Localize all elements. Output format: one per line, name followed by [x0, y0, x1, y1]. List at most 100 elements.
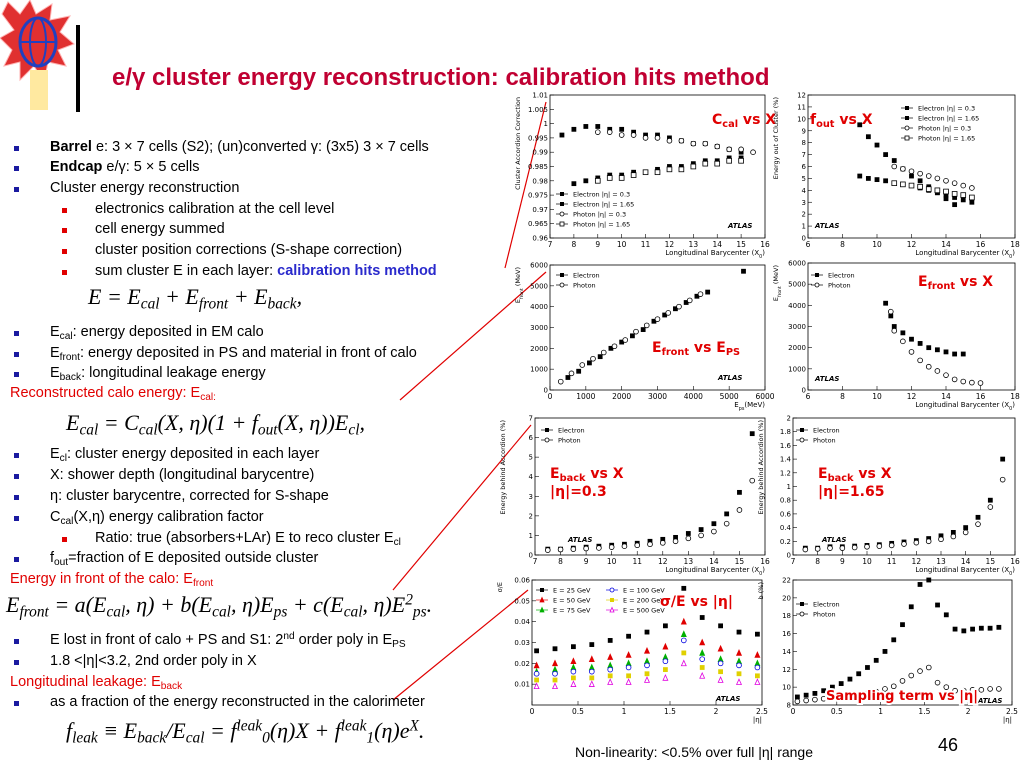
data-point [952, 687, 958, 694]
data-point [544, 547, 551, 553]
plot-title: Ccal vs X [712, 112, 776, 130]
data-point [673, 306, 678, 312]
legend-marker [904, 125, 910, 131]
text-run: 1.8 <|η|<3.2, 2nd order poly in X [50, 653, 257, 669]
data-point [699, 656, 705, 662]
data-point [738, 149, 744, 155]
data-point [934, 679, 941, 686]
y-tick-label: 0.98 [532, 177, 548, 185]
data-point [718, 623, 723, 629]
bullet-marker [62, 208, 67, 213]
data-point [735, 649, 743, 656]
text-run: E [50, 345, 60, 361]
y-tick-label: 1.01 [532, 92, 548, 100]
x-tick-label: 15 [736, 240, 746, 249]
data-point [724, 511, 730, 517]
text-run: |η|=0.3 [550, 484, 607, 500]
text-run: + E [228, 284, 268, 309]
legend-marker [609, 587, 615, 593]
x-axis-label: |η| [1003, 716, 1012, 724]
data-point [847, 693, 853, 699]
y-tick-label: 9 [802, 127, 806, 135]
data-point [718, 669, 723, 675]
formula-line: Ecal = Ccal(X, η)(1 + fout(X, η))Ecl, [66, 410, 365, 440]
bullet-marker [14, 331, 19, 336]
atlas-label: ATLAS [814, 375, 839, 383]
text-run: 0 [759, 254, 762, 260]
data-point [647, 538, 653, 544]
plot-title: σ/E vs |η| [660, 594, 733, 610]
data-point [874, 177, 880, 183]
data-point [934, 368, 941, 374]
atlas-label: ATLAS [567, 536, 592, 544]
legend-marker [815, 273, 819, 277]
x-tick-label: 9 [595, 240, 600, 249]
plot-title: Eback vs X [818, 466, 892, 484]
data-point [952, 351, 958, 357]
y-tick-label: 16 [782, 630, 791, 638]
data-point [969, 687, 976, 693]
sub-bullet-line: electronics calibration at the cell leve… [95, 201, 334, 217]
data-point [814, 546, 821, 552]
text-run: σ/E [496, 582, 504, 592]
text-run: front [19, 603, 49, 621]
data-point [608, 345, 614, 351]
text-run: 0 [1009, 571, 1012, 577]
data-point [663, 623, 668, 629]
y-tick-label: 2000 [788, 344, 806, 352]
bullet-marker [14, 453, 19, 458]
data-point [680, 617, 687, 625]
text-run: 0 [1009, 254, 1012, 260]
y-axis-label: Cluster Accordion Correction [514, 97, 522, 190]
data-point [901, 541, 907, 547]
data-point [643, 322, 650, 329]
legend-label: Photon |η| = 0.3 [918, 125, 971, 133]
data-point [908, 604, 914, 610]
text-run: vs X [955, 274, 993, 290]
data-point [737, 489, 742, 495]
data-point [909, 173, 914, 179]
text-run: front [59, 352, 80, 364]
x-tick-label: 8 [815, 557, 820, 566]
legend-label: E = 200 GeV [623, 597, 665, 605]
data-point [855, 692, 862, 698]
legend-marker [540, 588, 544, 592]
data-point [644, 629, 650, 635]
text-run: /E [166, 718, 186, 743]
data-point [607, 172, 613, 178]
y-tick-label: 1.4 [780, 456, 792, 464]
data-point [607, 673, 613, 679]
data-point [882, 686, 888, 692]
data-point [607, 653, 614, 660]
data-point [651, 318, 657, 324]
x-tick-label: 6 [806, 240, 811, 249]
data-point [913, 539, 920, 546]
bullet-line: E lost in front of calo + PS and S1: 2nd… [50, 631, 406, 650]
data-point [607, 678, 614, 685]
data-point [803, 692, 809, 698]
data-point [925, 186, 932, 192]
text-run: back [560, 473, 586, 484]
bullet-line: as a fraction of the energy reconstructe… [50, 694, 425, 710]
y-tick-label: 0.99 [532, 149, 548, 157]
bullet-marker [14, 352, 19, 357]
text-run: = a(E [48, 592, 107, 617]
data-point [754, 651, 761, 658]
y-tick-label: 1.6 [780, 442, 792, 450]
data-point [680, 637, 687, 644]
data-point [699, 615, 705, 620]
y-tick-label: 6000 [788, 260, 806, 268]
data-point [943, 372, 949, 378]
data-point [999, 476, 1006, 483]
data-point [951, 180, 958, 186]
data-point [996, 624, 1002, 630]
x-axis-label: Longitudinal Barycenter (X0) [915, 249, 1015, 260]
data-point [631, 129, 637, 135]
data-point [685, 535, 692, 542]
x-tick-label: 11 [641, 240, 651, 249]
data-point [557, 378, 564, 385]
text-run: vs E [689, 340, 726, 356]
text-run: cal [722, 119, 738, 130]
y-tick-label: 0.04 [514, 618, 530, 626]
legend-marker [610, 598, 614, 602]
